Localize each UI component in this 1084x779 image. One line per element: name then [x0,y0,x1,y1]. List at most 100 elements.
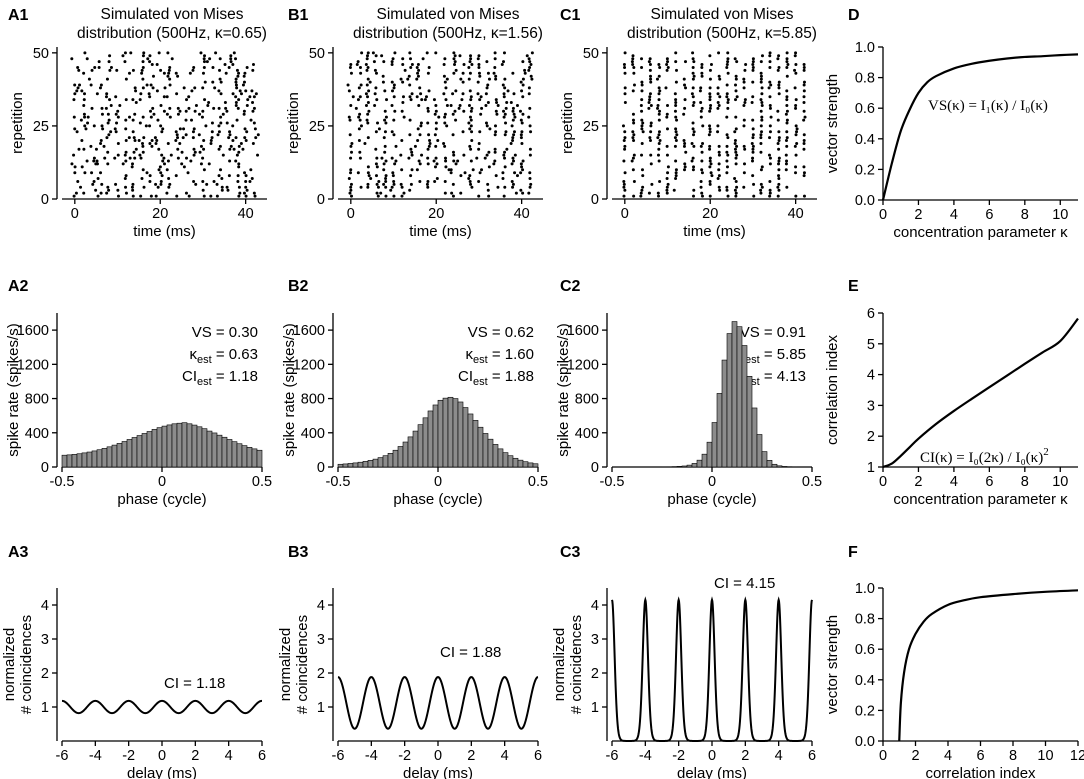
spike-dot [717,150,721,154]
spike-dot [700,71,704,75]
spike-dot [208,57,212,61]
histogram-bar [472,420,479,468]
spike-dot [72,153,76,157]
x-axis-label: time (ms) [683,223,746,240]
spike-dot [433,179,437,183]
y-tick-label: 1 [41,700,49,716]
spike-dot [130,185,134,189]
spike-dot [79,185,83,189]
spike-dot [777,162,781,166]
spike-dot [452,153,456,157]
spike-dot [717,51,721,55]
spike-dot [631,54,635,58]
histogram-bar [357,461,364,468]
spike-dot [690,159,694,163]
spike-dot [467,65,471,69]
spike-dot [717,153,721,157]
spike-dot [469,118,473,122]
spike-dot [210,130,214,134]
spike-dot [165,191,169,195]
spike-dot [368,80,372,84]
histogram-bar [711,422,718,468]
spike-dot [476,80,480,84]
spike-dot [453,54,457,58]
spike-dot [168,77,172,81]
spike-dot [767,153,771,157]
spike-dot [351,95,355,99]
spike-dot [674,130,678,134]
histogram-bar [452,398,459,468]
spike-dot [176,156,180,160]
spike-dot [236,106,240,110]
spike-dot [393,51,397,55]
spike-dot [217,89,221,93]
spike-dot [390,63,394,67]
x-tick-label: 0 [434,748,442,764]
spike-dot [402,115,406,119]
y-tick-label: 0.6 [855,101,875,117]
spike-dot [657,194,660,198]
spike-dot [105,191,109,195]
spike-dot [700,159,704,163]
y-tick-label: 4 [867,368,875,384]
spike-dot [529,130,533,134]
spike-dot [768,130,772,134]
spike-dot [692,101,696,105]
a2-vs-text: VS = 0.30 [192,324,258,341]
spike-dot [83,51,87,55]
spike-dot [673,144,677,148]
spike-dot [140,68,144,72]
spike-dot [468,115,472,119]
spike-dot [160,174,164,178]
title-c1-line1: Simulated von Mises [650,6,793,23]
spike-dot [456,159,460,163]
histogram-bar [746,376,753,468]
spike-dot [700,191,704,195]
spike-dot [182,127,186,131]
spike-dot [760,115,764,119]
spike-dot [350,150,354,154]
spike-dot [623,130,627,134]
spike-dot [691,156,695,160]
spike-dot [442,92,446,96]
spike-dot [666,60,670,64]
spike-dot [73,127,77,131]
spike-dot [675,68,678,72]
spike-dot [513,115,517,119]
spike-dot [457,106,461,110]
spike-dot [493,51,497,55]
spike-dot [180,150,184,154]
spike-dot [390,60,394,64]
histogram-bar [176,422,183,468]
spike-dot [418,86,422,90]
spike-dot [75,89,79,93]
spike-dot [237,71,241,75]
x-tick-label: 0 [71,206,79,222]
spike-dot [225,121,229,125]
x-tick-label: 10 [1052,474,1068,490]
spike-dot [492,71,496,75]
spike-dot [364,63,368,67]
spike-dot [229,54,233,58]
spike-dot [622,179,626,183]
spike-dot [699,101,703,105]
spike-dot [79,118,83,122]
spike-dot [460,98,464,102]
spike-dot [76,65,80,69]
spike-dot [708,86,712,90]
histogram-bar [201,428,208,468]
spike-dot [777,83,781,87]
spike-dot [224,106,228,110]
spike-dot [417,159,421,163]
spike-dot [640,83,644,87]
spike-dot [251,141,255,145]
spike-dot [221,112,225,116]
x-tick-label: 40 [514,206,530,222]
spike-dot [521,112,525,116]
spike-dot [657,112,661,116]
spike-dot [242,191,246,195]
spike-dot [73,165,77,169]
spike-dot [691,127,695,131]
spike-dot [742,118,746,122]
spike-dot [115,68,119,72]
